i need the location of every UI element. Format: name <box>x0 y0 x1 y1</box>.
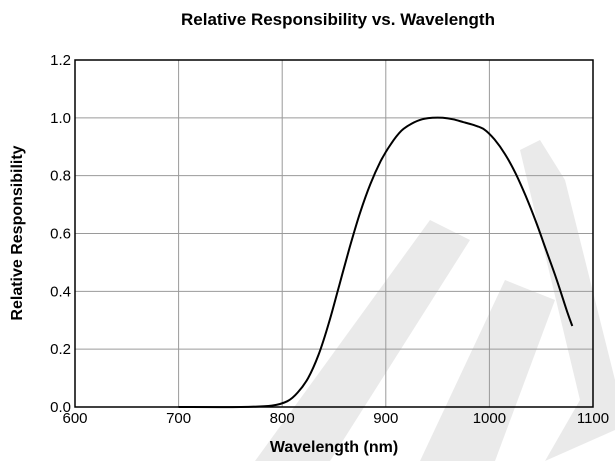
x-tick-label: 1100 <box>577 410 609 427</box>
y-axis-label: Relative Responsibility <box>9 145 26 320</box>
x-tick-label: 1000 <box>473 410 506 427</box>
y-tick-label: 1.2 <box>50 52 71 69</box>
x-tick-label: 800 <box>270 410 295 427</box>
response-curve <box>178 116 574 409</box>
y-tick-labels: 0.0 0.2 0.4 0.6 0.8 1.0 1.2 <box>50 52 71 416</box>
y-tick-label: 0.8 <box>50 168 71 185</box>
y-tick-label: 1.0 <box>50 110 71 127</box>
watermark-stroke-2 <box>420 280 555 461</box>
grid <box>75 60 593 407</box>
y-tick-label: 0.4 <box>50 283 71 300</box>
x-tick-label: 600 <box>62 410 87 427</box>
watermark <box>255 140 615 461</box>
x-tick-labels: 600 700 800 900 1000 1100 <box>62 410 609 427</box>
x-tick-label: 700 <box>166 410 191 427</box>
chart-title: Relative Responsibility vs. Wavelength <box>181 10 495 29</box>
curve-layer <box>178 116 574 409</box>
watermark-stroke-1 <box>255 220 470 461</box>
y-tick-label: 0.0 <box>50 399 71 416</box>
watermark-stroke-3 <box>520 140 615 461</box>
plot-frame <box>74 59 594 408</box>
y-tick-label: 0.2 <box>50 341 71 358</box>
x-axis-label: Wavelength (nm) <box>270 439 398 456</box>
x-tick-label: 900 <box>373 410 398 427</box>
y-tick-label: 0.6 <box>50 226 71 243</box>
